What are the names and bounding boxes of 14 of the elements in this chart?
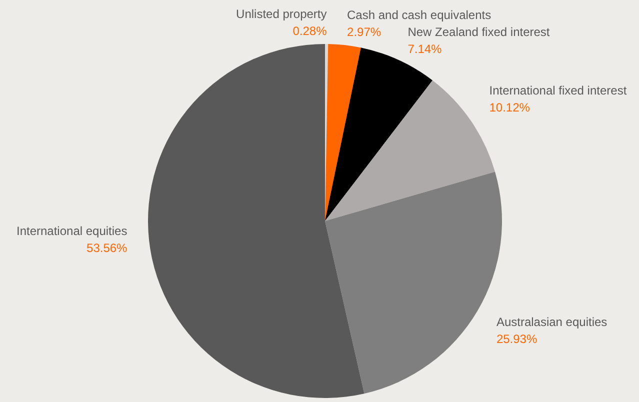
slice-label: International equities [16, 224, 128, 238]
slice-label: International fixed interest [489, 84, 628, 98]
slice-label: Unlisted property [236, 7, 327, 22]
slice-label: New Zealand fixed interest [408, 24, 550, 39]
data-label: 7.14% [408, 42, 442, 56]
data-label: 10.12% [489, 100, 530, 115]
data-label: 2.97% [347, 25, 382, 40]
slice-label: Cash and cash equivalents [347, 8, 492, 22]
data-label: 53.56% [86, 241, 128, 256]
data-label: 0.28% [292, 24, 328, 38]
pie-slice [325, 44, 361, 221]
data-label: 25.93% [496, 332, 538, 346]
pie-slice [148, 44, 364, 398]
slice-label: Australasian equities [496, 315, 608, 330]
